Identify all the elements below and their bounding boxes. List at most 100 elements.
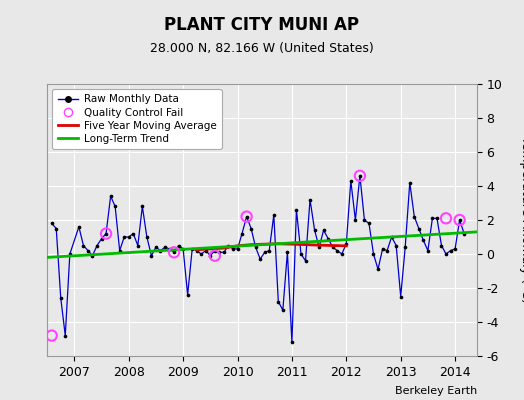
Y-axis label: Temperature Anomaly (°C): Temperature Anomaly (°C) [519, 136, 524, 304]
Point [147, 252, 156, 259]
Point [360, 217, 368, 223]
Point [179, 246, 187, 252]
Point [455, 217, 464, 223]
Point [61, 332, 70, 339]
Point [125, 234, 133, 240]
Point [288, 339, 296, 346]
Point [279, 307, 287, 313]
Point [211, 252, 219, 259]
Point [252, 244, 260, 250]
Point [455, 217, 464, 223]
Point [52, 225, 60, 232]
Point [387, 234, 396, 240]
Point [233, 246, 242, 252]
Point [410, 214, 419, 220]
Point [442, 215, 450, 222]
Point [166, 246, 174, 252]
Point [48, 220, 56, 226]
Point [57, 295, 65, 302]
Text: Berkeley Earth: Berkeley Earth [395, 386, 477, 396]
Point [229, 246, 237, 252]
Point [129, 230, 137, 237]
Point [170, 249, 178, 256]
Point [260, 249, 269, 256]
Point [206, 252, 214, 259]
Point [134, 242, 142, 249]
Point [310, 227, 319, 233]
Point [220, 249, 228, 256]
Point [243, 214, 251, 220]
Point [351, 217, 359, 223]
Point [337, 251, 346, 257]
Point [238, 230, 246, 237]
Point [333, 247, 342, 254]
Point [75, 224, 83, 230]
Point [419, 237, 428, 244]
Point [306, 196, 314, 203]
Point [342, 241, 351, 247]
Point [428, 215, 436, 222]
Point [66, 251, 74, 257]
Point [424, 247, 432, 254]
Point [115, 247, 124, 254]
Point [247, 225, 255, 232]
Point [414, 225, 423, 232]
Point [378, 246, 387, 252]
Point [152, 244, 160, 250]
Point [143, 234, 151, 240]
Point [369, 251, 378, 257]
Point [183, 292, 192, 298]
Point [84, 247, 92, 254]
Point [243, 214, 251, 220]
Point [442, 251, 450, 257]
Point [256, 256, 265, 262]
Point [297, 251, 305, 257]
Point [433, 215, 441, 222]
Point [401, 244, 409, 250]
Point [324, 236, 332, 242]
Point [406, 179, 414, 186]
Point [397, 293, 405, 300]
Point [93, 242, 101, 249]
Point [460, 230, 468, 237]
Point [156, 247, 165, 254]
Point [265, 247, 274, 254]
Point [356, 173, 364, 179]
Point [374, 266, 382, 272]
Point [120, 234, 128, 240]
Point [329, 244, 337, 250]
Point [438, 242, 446, 249]
Point [170, 249, 178, 256]
Point [224, 242, 233, 249]
Point [97, 236, 106, 242]
Point [174, 242, 183, 249]
Point [301, 258, 310, 264]
Point [138, 203, 147, 210]
Point [347, 178, 355, 184]
Point [292, 206, 301, 213]
Point [365, 220, 373, 226]
Point [161, 244, 169, 250]
Point [392, 242, 400, 249]
Point [215, 249, 224, 256]
Text: PLANT CITY MUNI AP: PLANT CITY MUNI AP [165, 16, 359, 34]
Point [88, 252, 96, 259]
Point [202, 247, 210, 254]
Point [315, 244, 323, 250]
Point [188, 246, 196, 252]
Point [356, 173, 364, 179]
Point [451, 246, 459, 252]
Point [270, 212, 278, 218]
Text: 28.000 N, 82.166 W (United States): 28.000 N, 82.166 W (United States) [150, 42, 374, 55]
Point [102, 230, 110, 237]
Point [197, 251, 205, 257]
Point [106, 193, 115, 199]
Point [320, 227, 328, 233]
Point [446, 247, 455, 254]
Point [192, 247, 201, 254]
Legend: Raw Monthly Data, Quality Control Fail, Five Year Moving Average, Long-Term Tren: Raw Monthly Data, Quality Control Fail, … [52, 89, 222, 149]
Point [283, 249, 291, 256]
Point [111, 203, 119, 210]
Point [48, 332, 56, 339]
Point [383, 247, 391, 254]
